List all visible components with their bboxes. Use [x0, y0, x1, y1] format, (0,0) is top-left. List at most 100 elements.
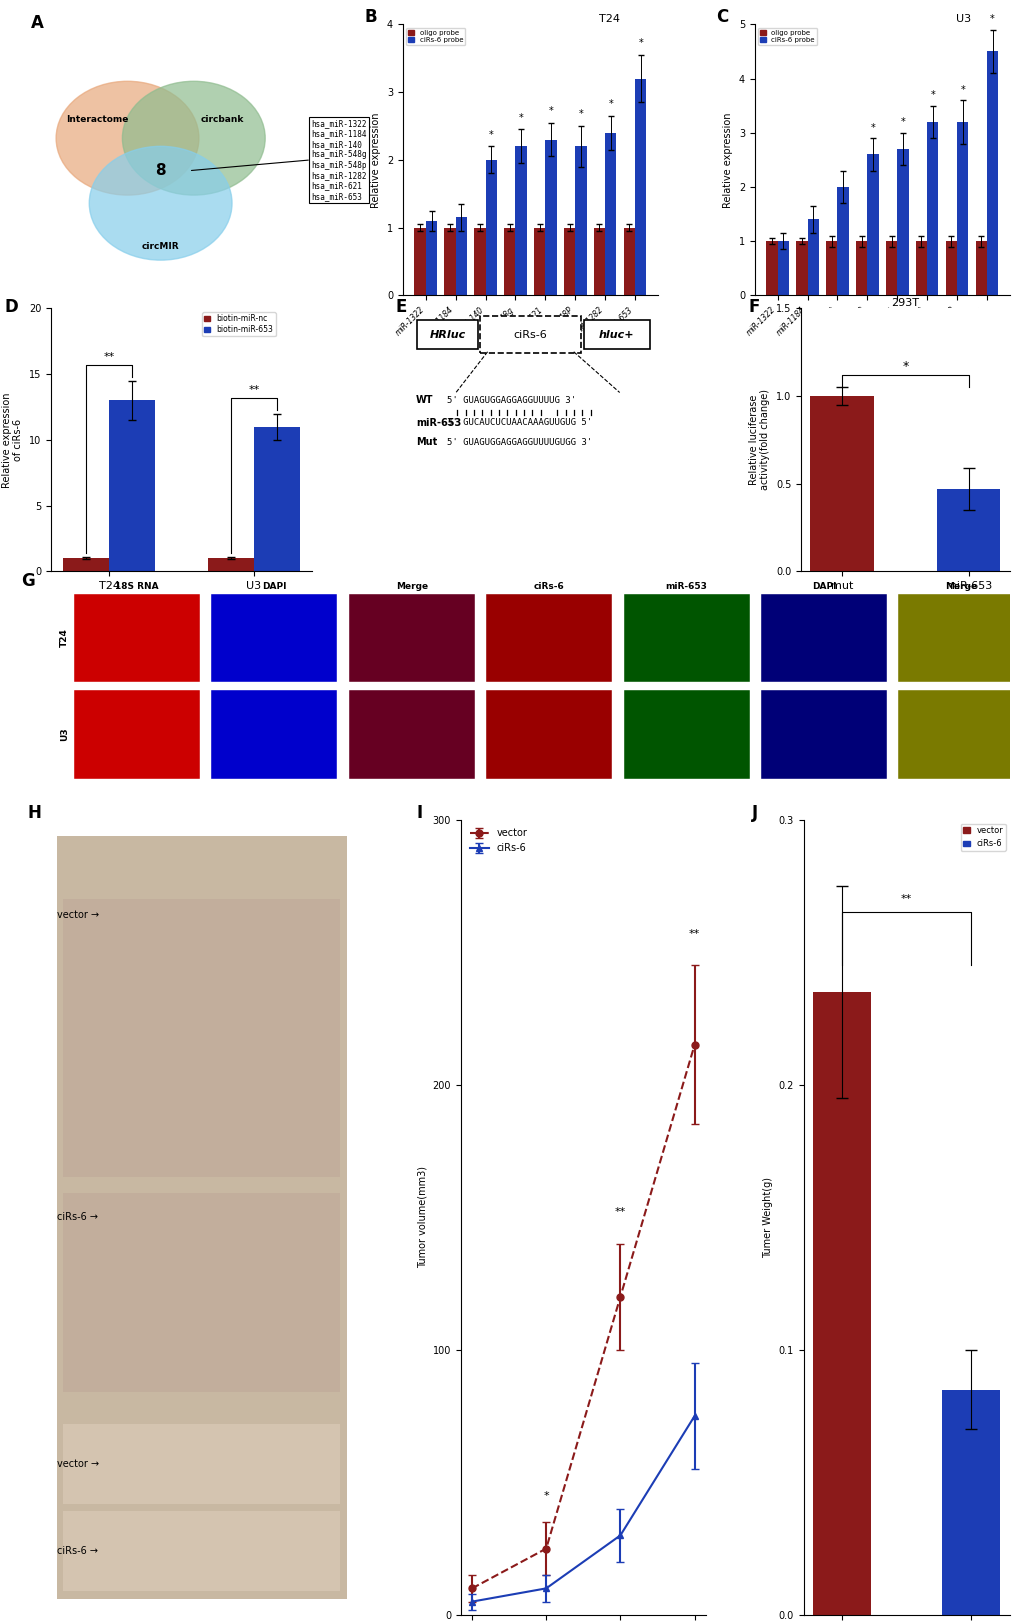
Bar	[807, 219, 818, 295]
Text: 3' GUCAUCUCUAACAAAGUUGUG 5': 3' GUCAUCUCUAACAAAGUUGUG 5'	[447, 419, 592, 427]
Text: ciRs-6 →: ciRs-6 →	[57, 1547, 98, 1556]
Bar	[810, 396, 873, 571]
Bar	[63, 1511, 340, 1591]
Y-axis label: Relative expression: Relative expression	[371, 112, 381, 208]
Bar	[485, 161, 496, 295]
Text: **: **	[688, 928, 699, 938]
Text: WT: WT	[416, 396, 433, 406]
Bar	[63, 558, 109, 571]
Bar	[503, 227, 515, 295]
Legend: vector, ciRs-6: vector, ciRs-6	[960, 824, 1005, 850]
Text: T24: T24	[598, 13, 620, 24]
Bar	[414, 227, 425, 295]
FancyBboxPatch shape	[480, 316, 581, 354]
Text: E: E	[395, 299, 407, 316]
Text: *: *	[488, 130, 493, 140]
Text: T24: T24	[60, 628, 69, 648]
Text: F: F	[748, 299, 759, 316]
Bar	[974, 242, 986, 295]
Bar	[776, 242, 789, 295]
Text: *: *	[578, 109, 583, 118]
Text: HRluc: HRluc	[429, 329, 465, 339]
Text: circbank: circbank	[200, 115, 244, 123]
Text: I: I	[417, 803, 423, 821]
Bar	[765, 242, 776, 295]
Text: **: **	[248, 385, 259, 394]
Text: 5' GUAGUGGAGGAGGUUUUG 3': 5' GUAGUGGAGGAGGUUUUG 3'	[447, 396, 576, 404]
Text: B: B	[365, 8, 377, 26]
Bar	[837, 187, 848, 295]
Text: **: **	[900, 894, 911, 904]
Text: J: J	[751, 803, 757, 821]
Text: U3: U3	[956, 13, 970, 24]
Bar	[945, 242, 956, 295]
Bar	[593, 227, 604, 295]
Bar	[825, 242, 837, 295]
Bar	[211, 690, 337, 779]
Text: C: C	[716, 8, 729, 26]
Bar	[109, 401, 155, 571]
Bar	[898, 594, 1019, 682]
Bar	[855, 242, 866, 295]
Bar	[63, 899, 340, 1178]
Bar	[74, 690, 200, 779]
Text: 5' GUAGUGGAGGAGGUUUUGUGG 3': 5' GUAGUGGAGGAGGUUUUGUGG 3'	[447, 438, 592, 446]
Bar	[348, 594, 475, 682]
Bar	[897, 149, 908, 295]
Bar	[486, 594, 611, 682]
Text: *: *	[989, 15, 994, 24]
Text: *: *	[959, 84, 964, 94]
Bar	[534, 227, 545, 295]
Bar	[796, 242, 807, 295]
Bar	[942, 1389, 1000, 1615]
Text: **: **	[104, 352, 115, 362]
Bar	[515, 146, 526, 295]
Text: *: *	[607, 99, 612, 109]
Bar	[915, 242, 926, 295]
Y-axis label: Relative expression: Relative expression	[722, 112, 733, 208]
Text: *: *	[902, 360, 908, 373]
Text: **: **	[614, 1208, 626, 1217]
Text: D: D	[4, 299, 17, 316]
Bar	[623, 594, 749, 682]
Bar	[926, 122, 937, 295]
Bar	[886, 242, 897, 295]
Bar	[956, 122, 967, 295]
Text: 18S RNA: 18S RNA	[115, 583, 159, 591]
Bar	[898, 690, 1019, 779]
Text: miR-653: miR-653	[416, 417, 461, 428]
Text: hluc+: hluc+	[598, 329, 634, 339]
Ellipse shape	[56, 81, 199, 195]
Text: *: *	[548, 105, 553, 115]
Legend: oligo probe, ciRs-6 probe: oligo probe, ciRs-6 probe	[406, 28, 465, 45]
Text: ciRs-6 →: ciRs-6 →	[57, 1212, 98, 1222]
Bar	[545, 140, 556, 295]
Legend: oligo probe, ciRs-6 probe: oligo probe, ciRs-6 probe	[757, 28, 816, 45]
Bar	[812, 992, 870, 1615]
Bar	[486, 690, 611, 779]
Text: DAPI: DAPI	[811, 583, 836, 591]
Bar	[760, 594, 887, 682]
Bar	[604, 133, 615, 295]
Text: Merge: Merge	[395, 583, 427, 591]
Text: A: A	[31, 13, 44, 31]
Text: U3: U3	[60, 727, 69, 742]
Text: vector →: vector →	[57, 911, 99, 920]
Bar	[455, 217, 467, 295]
Y-axis label: Tumer Weight(g): Tumer Weight(g)	[762, 1177, 772, 1258]
Text: ciRs-6: ciRs-6	[533, 583, 564, 591]
Bar	[348, 690, 475, 779]
Text: Merge: Merge	[945, 583, 976, 591]
Bar	[936, 489, 1000, 571]
Bar	[564, 227, 575, 295]
Text: *: *	[900, 117, 905, 127]
Bar	[575, 146, 586, 295]
Text: vector →: vector →	[57, 1459, 99, 1469]
Bar	[760, 690, 887, 779]
Text: *: *	[519, 112, 523, 123]
Text: Mut: Mut	[416, 438, 436, 448]
Text: *: *	[638, 37, 642, 49]
Bar	[444, 227, 455, 295]
Text: DAPI: DAPI	[262, 583, 286, 591]
Bar	[207, 558, 254, 571]
